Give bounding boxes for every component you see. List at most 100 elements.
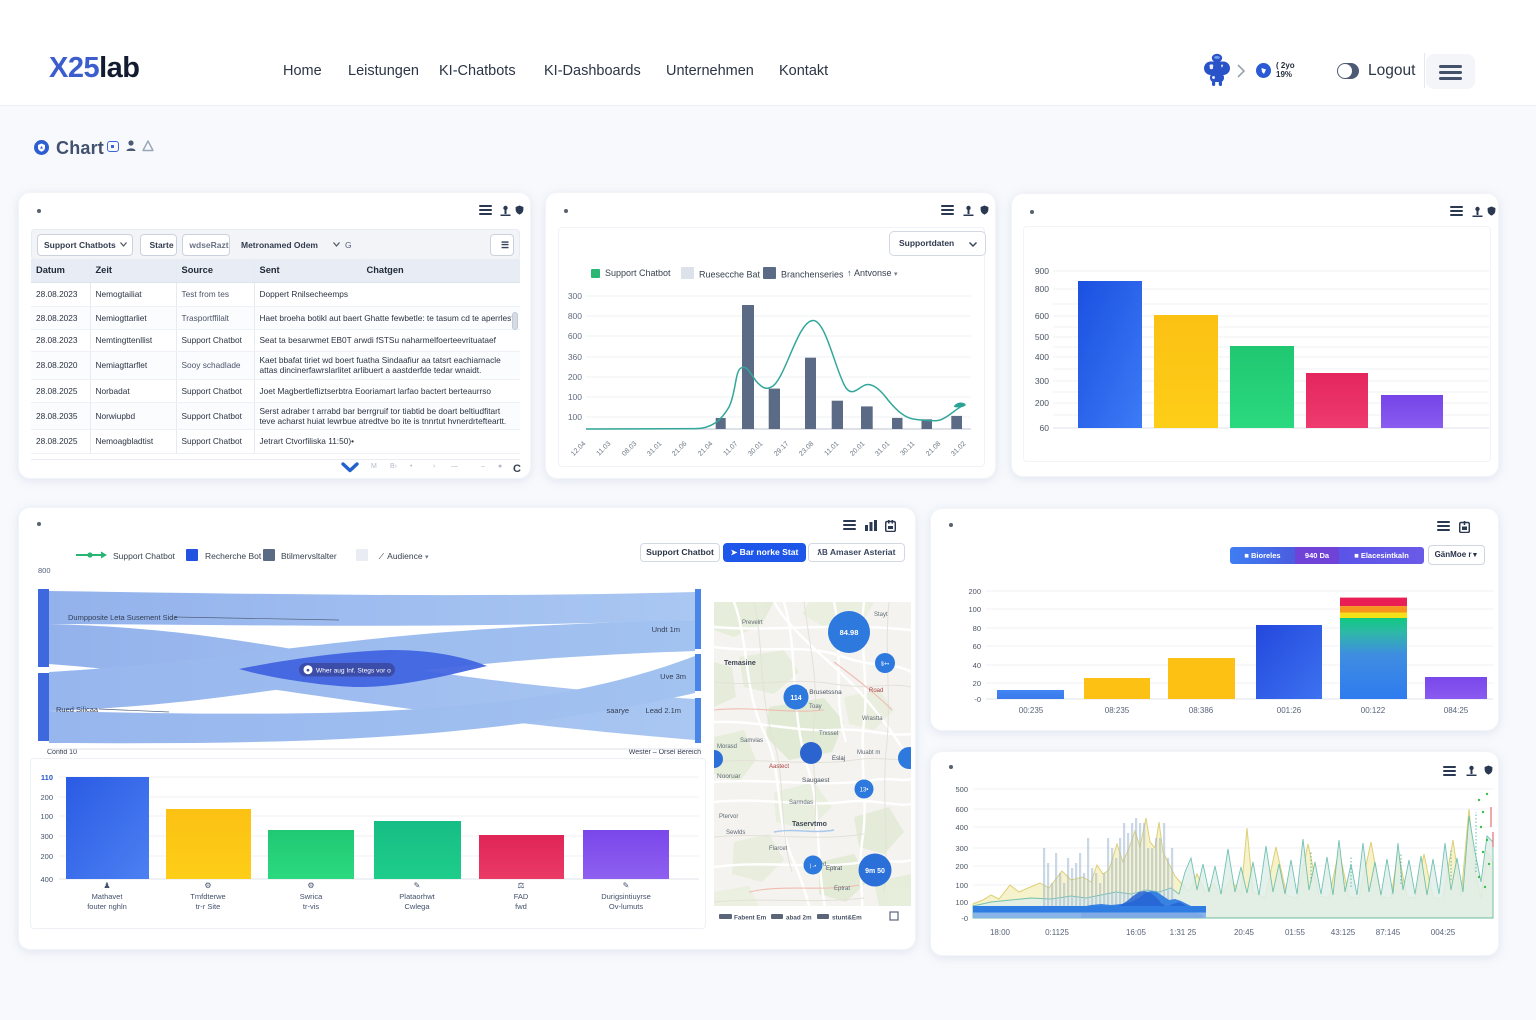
svg-text:Undt 1m: Undt 1m bbox=[652, 625, 680, 634]
svg-text:18:00: 18:00 bbox=[990, 928, 1011, 937]
svg-text:300: 300 bbox=[568, 291, 582, 301]
svg-text:87:145: 87:145 bbox=[1376, 928, 1401, 937]
svg-text:0:1125: 0:1125 bbox=[1045, 928, 1069, 937]
svg-text:11.03: 11.03 bbox=[595, 440, 612, 457]
svg-text:Swrica: Swrica bbox=[300, 892, 323, 901]
svg-text:600: 600 bbox=[955, 805, 968, 814]
svg-text:08:386: 08:386 bbox=[1189, 706, 1214, 715]
svg-text:Muabt m: Muabt m bbox=[857, 750, 880, 756]
svg-text:21.08: 21.08 bbox=[925, 440, 942, 457]
svg-text:$+•: $+• bbox=[881, 662, 889, 668]
svg-text:fwd: fwd bbox=[515, 902, 527, 911]
svg-text:Samvias: Samvias bbox=[740, 738, 763, 744]
svg-text:Saugaest: Saugaest bbox=[802, 777, 830, 784]
svg-text:Sewlds: Sewlds bbox=[726, 830, 745, 836]
svg-text:16:05: 16:05 bbox=[1126, 928, 1147, 937]
svg-text:20:45: 20:45 bbox=[1234, 928, 1255, 937]
svg-text:500: 500 bbox=[955, 785, 968, 794]
svg-text:360: 360 bbox=[568, 352, 582, 362]
svg-text:11.07: 11.07 bbox=[722, 440, 739, 457]
svg-text:Confid 10: Confid 10 bbox=[47, 749, 77, 756]
svg-text:abad 2m: abad 2m bbox=[786, 915, 812, 922]
svg-text:| -•: | -• bbox=[810, 864, 817, 870]
svg-text:11.01: 11.01 bbox=[823, 440, 840, 457]
svg-text:84.98: 84.98 bbox=[840, 628, 859, 637]
svg-text:60: 60 bbox=[973, 642, 981, 651]
svg-text:08:235: 08:235 bbox=[1105, 706, 1130, 715]
svg-text:Tmfdterwe: Tmfdterwe bbox=[190, 892, 225, 901]
svg-text:600: 600 bbox=[568, 331, 582, 341]
svg-text:100: 100 bbox=[955, 898, 968, 907]
svg-text:400: 400 bbox=[955, 823, 968, 832]
svg-text:Stayt: Stayt bbox=[874, 612, 888, 618]
svg-text:31.01: 31.01 bbox=[646, 440, 663, 457]
svg-text:200: 200 bbox=[568, 372, 582, 382]
svg-text:084:25: 084:25 bbox=[1444, 706, 1469, 715]
svg-text:-0: -0 bbox=[961, 914, 968, 923]
svg-text:Wester – Orsel Bereich: Wester – Orsel Bereich bbox=[629, 749, 701, 756]
svg-text:43:125: 43:125 bbox=[1331, 928, 1356, 937]
svg-text:900: 900 bbox=[1035, 266, 1049, 276]
svg-text:Toay: Toay bbox=[809, 704, 822, 710]
svg-text:tr-r Site: tr-r Site bbox=[196, 902, 221, 911]
svg-text:Road: Road bbox=[869, 688, 883, 694]
svg-text:80: 80 bbox=[973, 624, 981, 633]
svg-text:Eptrat: Eptrat bbox=[834, 886, 850, 892]
svg-text:200: 200 bbox=[1035, 398, 1049, 408]
svg-text:Uve 3m: Uve 3m bbox=[660, 672, 686, 681]
svg-text:Ov-lumuts: Ov-lumuts bbox=[609, 902, 643, 911]
svg-text:31.02: 31.02 bbox=[950, 440, 967, 457]
svg-text:30.11: 30.11 bbox=[899, 440, 916, 457]
svg-text:800: 800 bbox=[568, 311, 582, 321]
svg-text:⚙: ⚙ bbox=[204, 881, 211, 890]
svg-text:Sarmdas: Sarmdas bbox=[789, 800, 813, 806]
svg-text:Taservtmo: Taservtmo bbox=[792, 821, 827, 828]
svg-text:200: 200 bbox=[40, 793, 53, 802]
svg-text:Prevelrt: Prevelrt bbox=[742, 620, 763, 626]
svg-text:✎: ✎ bbox=[414, 881, 421, 890]
svg-text:12.04: 12.04 bbox=[570, 440, 587, 457]
svg-text:001:26: 001:26 bbox=[1277, 706, 1302, 715]
svg-text:800: 800 bbox=[1035, 284, 1049, 294]
svg-text:100: 100 bbox=[568, 392, 582, 402]
svg-text:-0: -0 bbox=[974, 695, 981, 704]
svg-text:21.06: 21.06 bbox=[671, 440, 688, 457]
svg-text:✎: ✎ bbox=[623, 881, 630, 890]
svg-text:23.08: 23.08 bbox=[798, 440, 815, 457]
svg-text:Rued Silicaa: Rued Silicaa bbox=[56, 705, 99, 714]
svg-text:Nooruar: Nooruar bbox=[717, 773, 741, 780]
svg-text:100: 100 bbox=[968, 605, 981, 614]
svg-text:tr-vis: tr-vis bbox=[303, 902, 319, 911]
svg-text:60: 60 bbox=[1040, 423, 1050, 433]
svg-text:20.01: 20.01 bbox=[849, 440, 866, 457]
svg-text:Dumpposite Leta Susement Side: Dumpposite Leta Susement Side bbox=[68, 613, 178, 622]
svg-text:00:235: 00:235 bbox=[1019, 706, 1044, 715]
svg-text:saarye: saarye bbox=[606, 706, 629, 715]
svg-text:Morasd: Morasd bbox=[717, 744, 737, 750]
svg-text:40: 40 bbox=[973, 661, 981, 670]
svg-text:29.17: 29.17 bbox=[773, 440, 790, 457]
svg-text:31.01: 31.01 bbox=[874, 440, 891, 457]
svg-text:fouter nghln: fouter nghln bbox=[87, 902, 127, 911]
svg-text:Cwlega: Cwlega bbox=[404, 902, 430, 911]
svg-text:00:122: 00:122 bbox=[1361, 706, 1386, 715]
svg-text:Fabent Em: Fabent Em bbox=[734, 915, 767, 922]
svg-text:Durigsintiuyrse: Durigsintiuyrse bbox=[601, 892, 651, 901]
svg-text:200: 200 bbox=[40, 852, 53, 861]
svg-text:3rd Brusetssna: 3rd Brusetssna bbox=[798, 689, 842, 696]
svg-text:114: 114 bbox=[790, 695, 801, 702]
svg-text:Wher aug Inf. Stegs vor o: Wher aug Inf. Stegs vor o bbox=[316, 668, 391, 675]
svg-text:Aastect: Aastect bbox=[769, 764, 789, 770]
svg-text:Temasine: Temasine bbox=[724, 660, 756, 667]
svg-text:200: 200 bbox=[955, 862, 968, 871]
svg-text:01:55: 01:55 bbox=[1285, 928, 1306, 937]
svg-text:Mathavet: Mathavet bbox=[92, 892, 124, 901]
svg-text:500: 500 bbox=[1035, 332, 1049, 342]
svg-text:13•: 13• bbox=[860, 788, 869, 794]
svg-text:300: 300 bbox=[955, 844, 968, 853]
svg-text:Ptervor: Ptervor bbox=[719, 814, 738, 820]
svg-text:300: 300 bbox=[40, 832, 53, 841]
svg-text:9m 50: 9m 50 bbox=[865, 868, 885, 875]
svg-text:⚖: ⚖ bbox=[517, 881, 524, 890]
svg-text:20: 20 bbox=[973, 679, 981, 688]
